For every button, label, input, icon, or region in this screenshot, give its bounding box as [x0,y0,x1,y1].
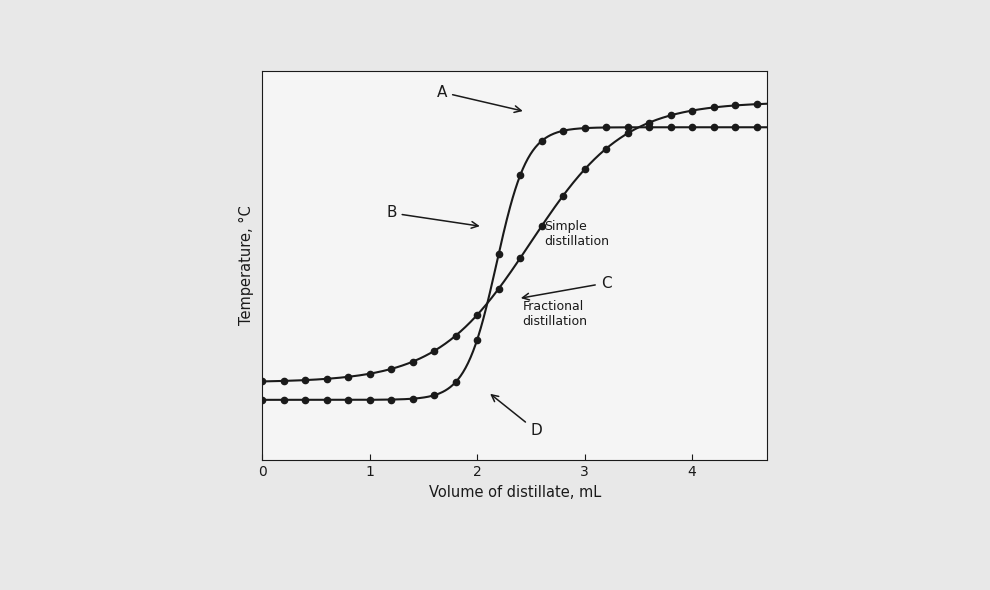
Text: Fractional
distillation: Fractional distillation [523,300,587,328]
Text: D: D [491,395,543,438]
Text: C: C [523,276,612,300]
X-axis label: Volume of distillate, mL: Volume of distillate, mL [429,484,601,500]
Text: B: B [386,205,478,228]
Text: Simple
distillation: Simple distillation [544,220,609,248]
Text: A: A [437,85,521,113]
Y-axis label: Temperature, °C: Temperature, °C [239,206,254,325]
